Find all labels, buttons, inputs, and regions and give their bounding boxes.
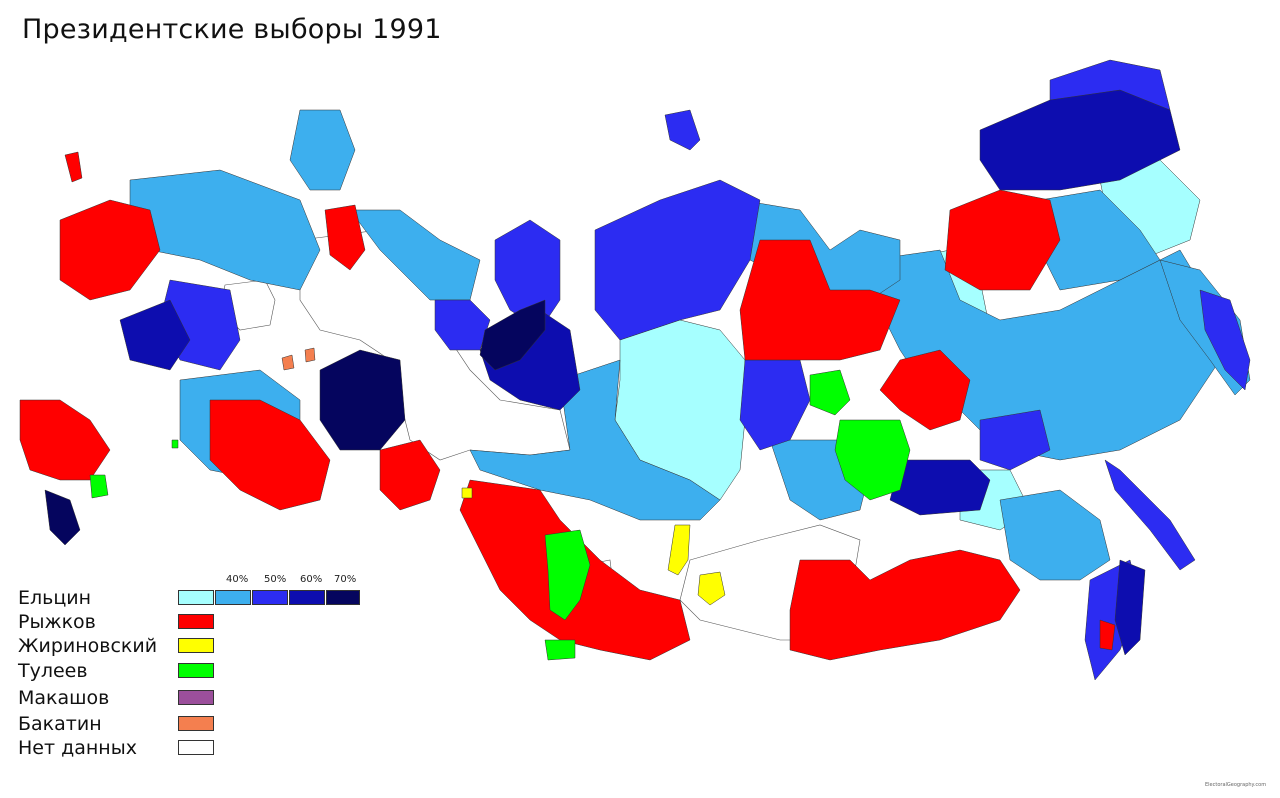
region-green-small bbox=[171, 439, 179, 449]
swatch-yeltsin-50-60 bbox=[252, 590, 288, 605]
region-red-european-north bbox=[59, 199, 161, 301]
region-blue-krasnoyarsk-north bbox=[594, 179, 761, 341]
region-green-yakutia-center bbox=[834, 419, 911, 501]
region-blue-novaya-zemlya bbox=[664, 109, 701, 151]
legend-label-tuleev: Тулеев bbox=[18, 660, 88, 682]
region-red-kuril bbox=[1099, 619, 1116, 651]
swatch-yeltsin-60-70 bbox=[289, 590, 325, 605]
region-green-evenkia-small bbox=[809, 369, 851, 416]
legend-item-zhirinovsky: Жириновский bbox=[18, 634, 378, 658]
swatch-zhirinovsky bbox=[178, 638, 214, 653]
region-red-volga bbox=[379, 439, 441, 511]
region-blue-sakhalin bbox=[1104, 459, 1196, 571]
threshold-70-label: 70% bbox=[334, 574, 357, 585]
map-title: Президентские выборы 1991 bbox=[22, 14, 442, 45]
region-green-south-european bbox=[89, 474, 109, 499]
region-dark-blue-amur-region bbox=[889, 459, 991, 516]
legend-label-ryzhkov: Рыжков bbox=[18, 611, 96, 633]
region-red-yakutia-north bbox=[944, 189, 1061, 291]
region-red-kaliningrad bbox=[64, 151, 83, 183]
region-yellow-small bbox=[461, 487, 473, 499]
swatch-tuleev bbox=[178, 663, 214, 678]
region-navy-sverdlovsk bbox=[319, 349, 406, 451]
threshold-60-label: 60% bbox=[300, 574, 323, 585]
region-dark-blue-primorye-south bbox=[1114, 559, 1146, 656]
region-mid-blue-far-east-south bbox=[999, 489, 1111, 581]
region-blue-amur bbox=[979, 409, 1051, 471]
region-navy-yamal-nenets bbox=[479, 299, 546, 371]
region-blue-east-siberia bbox=[739, 359, 811, 451]
region-red-karelia bbox=[324, 204, 366, 271]
swatch-no-data bbox=[178, 740, 214, 755]
region-mid-blue-west-siberia bbox=[469, 359, 721, 521]
legend-label-makashov: Макашов bbox=[18, 687, 110, 709]
legend-item-tuleev: Тулеев bbox=[18, 659, 378, 683]
zhirinovsky-regions bbox=[461, 487, 726, 606]
swatch-yeltsin-above-70 bbox=[326, 590, 360, 605]
legend-item-ryzhkov: Рыжков bbox=[18, 610, 378, 634]
threshold-50-label: 50% bbox=[264, 574, 287, 585]
region-orange-tomsk bbox=[281, 354, 295, 371]
legend-item-yeltsin: Ельцин bbox=[18, 586, 378, 610]
bakatin-regions bbox=[281, 347, 316, 371]
yeltsin-regions bbox=[44, 59, 1251, 681]
region-red-yakutia-center bbox=[879, 349, 971, 431]
region-yellow-altai-east bbox=[667, 524, 691, 576]
legend-item-no-data: Нет данных bbox=[18, 736, 378, 760]
region-red-transbaikal bbox=[789, 549, 1021, 661]
region-green-kemerovo bbox=[544, 529, 591, 621]
region-navy-south bbox=[44, 489, 81, 546]
region-light-cyan-central-siberia bbox=[614, 319, 746, 501]
region-dark-blue-european bbox=[119, 299, 191, 371]
legend-threshold-row: 40% 50% 60% 70% bbox=[208, 574, 368, 588]
legend: 40% 50% 60% 70% Ельцин Рыжков Жириновски… bbox=[18, 574, 378, 764]
legend-label-no-data: Нет данных bbox=[18, 737, 137, 759]
region-mid-blue-kola bbox=[289, 109, 356, 191]
region-red-european-south bbox=[209, 399, 331, 511]
legend-label-bakatin: Бакатин bbox=[18, 713, 102, 735]
tuleev-regions bbox=[89, 369, 911, 661]
swatch-makashov bbox=[178, 690, 214, 705]
watermark: ElectoralGeography.com bbox=[1205, 782, 1267, 788]
swatch-bakatin bbox=[178, 716, 214, 731]
legend-label-zhirinovsky: Жириновский bbox=[18, 635, 158, 657]
legend-item-makashov: Макашов bbox=[18, 686, 378, 710]
region-red-european-west bbox=[19, 399, 111, 481]
legend-item-bakatin: Бакатин bbox=[18, 712, 378, 736]
region-dark-blue-magadan bbox=[979, 89, 1181, 191]
region-red-evenkia bbox=[739, 239, 901, 361]
threshold-40-label: 40% bbox=[226, 574, 249, 585]
region-yellow-tuva bbox=[697, 571, 726, 606]
swatch-yeltsin-below-40 bbox=[178, 590, 214, 605]
legend-label-yeltsin: Ельцин bbox=[18, 587, 92, 609]
swatch-yeltsin-40-50 bbox=[215, 590, 251, 605]
region-mid-blue-european bbox=[129, 169, 321, 291]
region-green-altai bbox=[544, 639, 576, 661]
region-orange-small bbox=[304, 347, 316, 363]
swatch-ryzhkov bbox=[178, 614, 214, 629]
region-blue-kamchatka-south bbox=[1199, 289, 1251, 391]
